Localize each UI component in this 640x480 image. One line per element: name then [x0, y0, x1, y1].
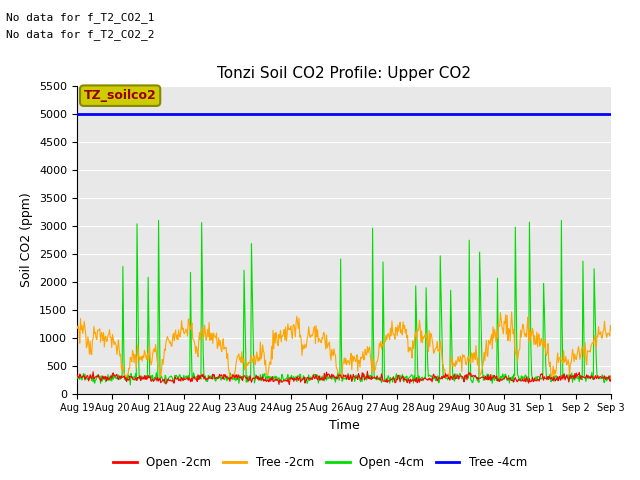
Legend: Open -2cm, Tree -2cm, Open -4cm, Tree -4cm: Open -2cm, Tree -2cm, Open -4cm, Tree -4… [108, 452, 532, 474]
Y-axis label: Soil CO2 (ppm): Soil CO2 (ppm) [20, 192, 33, 288]
Text: No data for f_T2_CO2_2: No data for f_T2_CO2_2 [6, 29, 155, 40]
X-axis label: Time: Time [328, 419, 360, 432]
Title: Tonzi Soil CO2 Profile: Upper CO2: Tonzi Soil CO2 Profile: Upper CO2 [217, 66, 471, 81]
Text: No data for f_T2_CO2_1: No data for f_T2_CO2_1 [6, 12, 155, 23]
Text: TZ_soilco2: TZ_soilco2 [84, 89, 157, 102]
